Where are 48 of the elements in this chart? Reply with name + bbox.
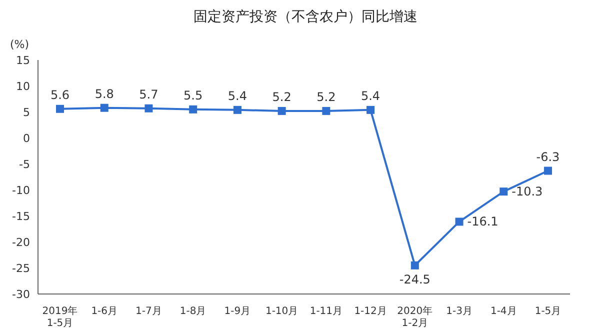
y-tick-label: -25 [12, 262, 30, 275]
data-label: 5.6 [50, 88, 70, 102]
data-label: -24.5 [399, 272, 430, 286]
data-label: 5.4 [228, 88, 247, 103]
x-tick-label: 1-10月 [265, 306, 298, 317]
point [366, 106, 375, 114]
y-tick-label: -20 [12, 236, 30, 249]
x-tick-label: 1-8月 [180, 306, 206, 317]
y-tick-label: 10 [16, 80, 30, 93]
point [410, 261, 419, 270]
data-label: 5.2 [316, 90, 336, 104]
point [455, 218, 464, 226]
point [233, 106, 242, 114]
data-label: 5.4 [361, 88, 380, 103]
data-label: 5.8 [94, 86, 114, 101]
point [144, 104, 153, 112]
y-axis-title: (%) [10, 38, 30, 51]
point [56, 104, 64, 113]
y-tick-label: -15 [12, 210, 30, 223]
x-tick-label: 1-5月 [534, 306, 562, 317]
x-tick-label: 1-11月 [310, 306, 343, 317]
chart-title: 固定资产投资（不含农户）同比增速 [192, 8, 418, 26]
data-label: -6.3 [536, 150, 560, 164]
point [544, 166, 552, 175]
data-label: 5.7 [139, 87, 158, 102]
x-tick-label: 1-6月 [91, 306, 118, 317]
y-tick-label: 15 [16, 54, 30, 67]
x-tick-label: 2020年 1-2月 [397, 305, 433, 329]
point [322, 106, 330, 115]
x-tick-label: 1-9月 [224, 306, 251, 317]
point [278, 106, 286, 115]
y-tick-label: -10 [12, 184, 30, 197]
y-tick-label: -30 [12, 288, 30, 301]
data-label: -10.3 [512, 184, 543, 199]
x-tick-label: 1-3月 [446, 306, 472, 317]
y-tick-label: 0 [23, 132, 30, 145]
data-label: 5.2 [272, 90, 292, 104]
y-tick-label: -5 [19, 158, 30, 171]
data-label: -16.1 [467, 214, 498, 229]
x-tick-label: 2019年 1-5月 [42, 305, 78, 329]
data-label: 5.5 [184, 88, 203, 102]
y-tick-label: 5 [23, 106, 30, 119]
point [189, 105, 198, 114]
x-tick-label: 1-4月 [490, 306, 517, 317]
point [100, 104, 108, 112]
point [500, 188, 508, 196]
x-tick-label: 1-7月 [136, 306, 162, 317]
x-tick-label: 1-12月 [354, 306, 387, 317]
